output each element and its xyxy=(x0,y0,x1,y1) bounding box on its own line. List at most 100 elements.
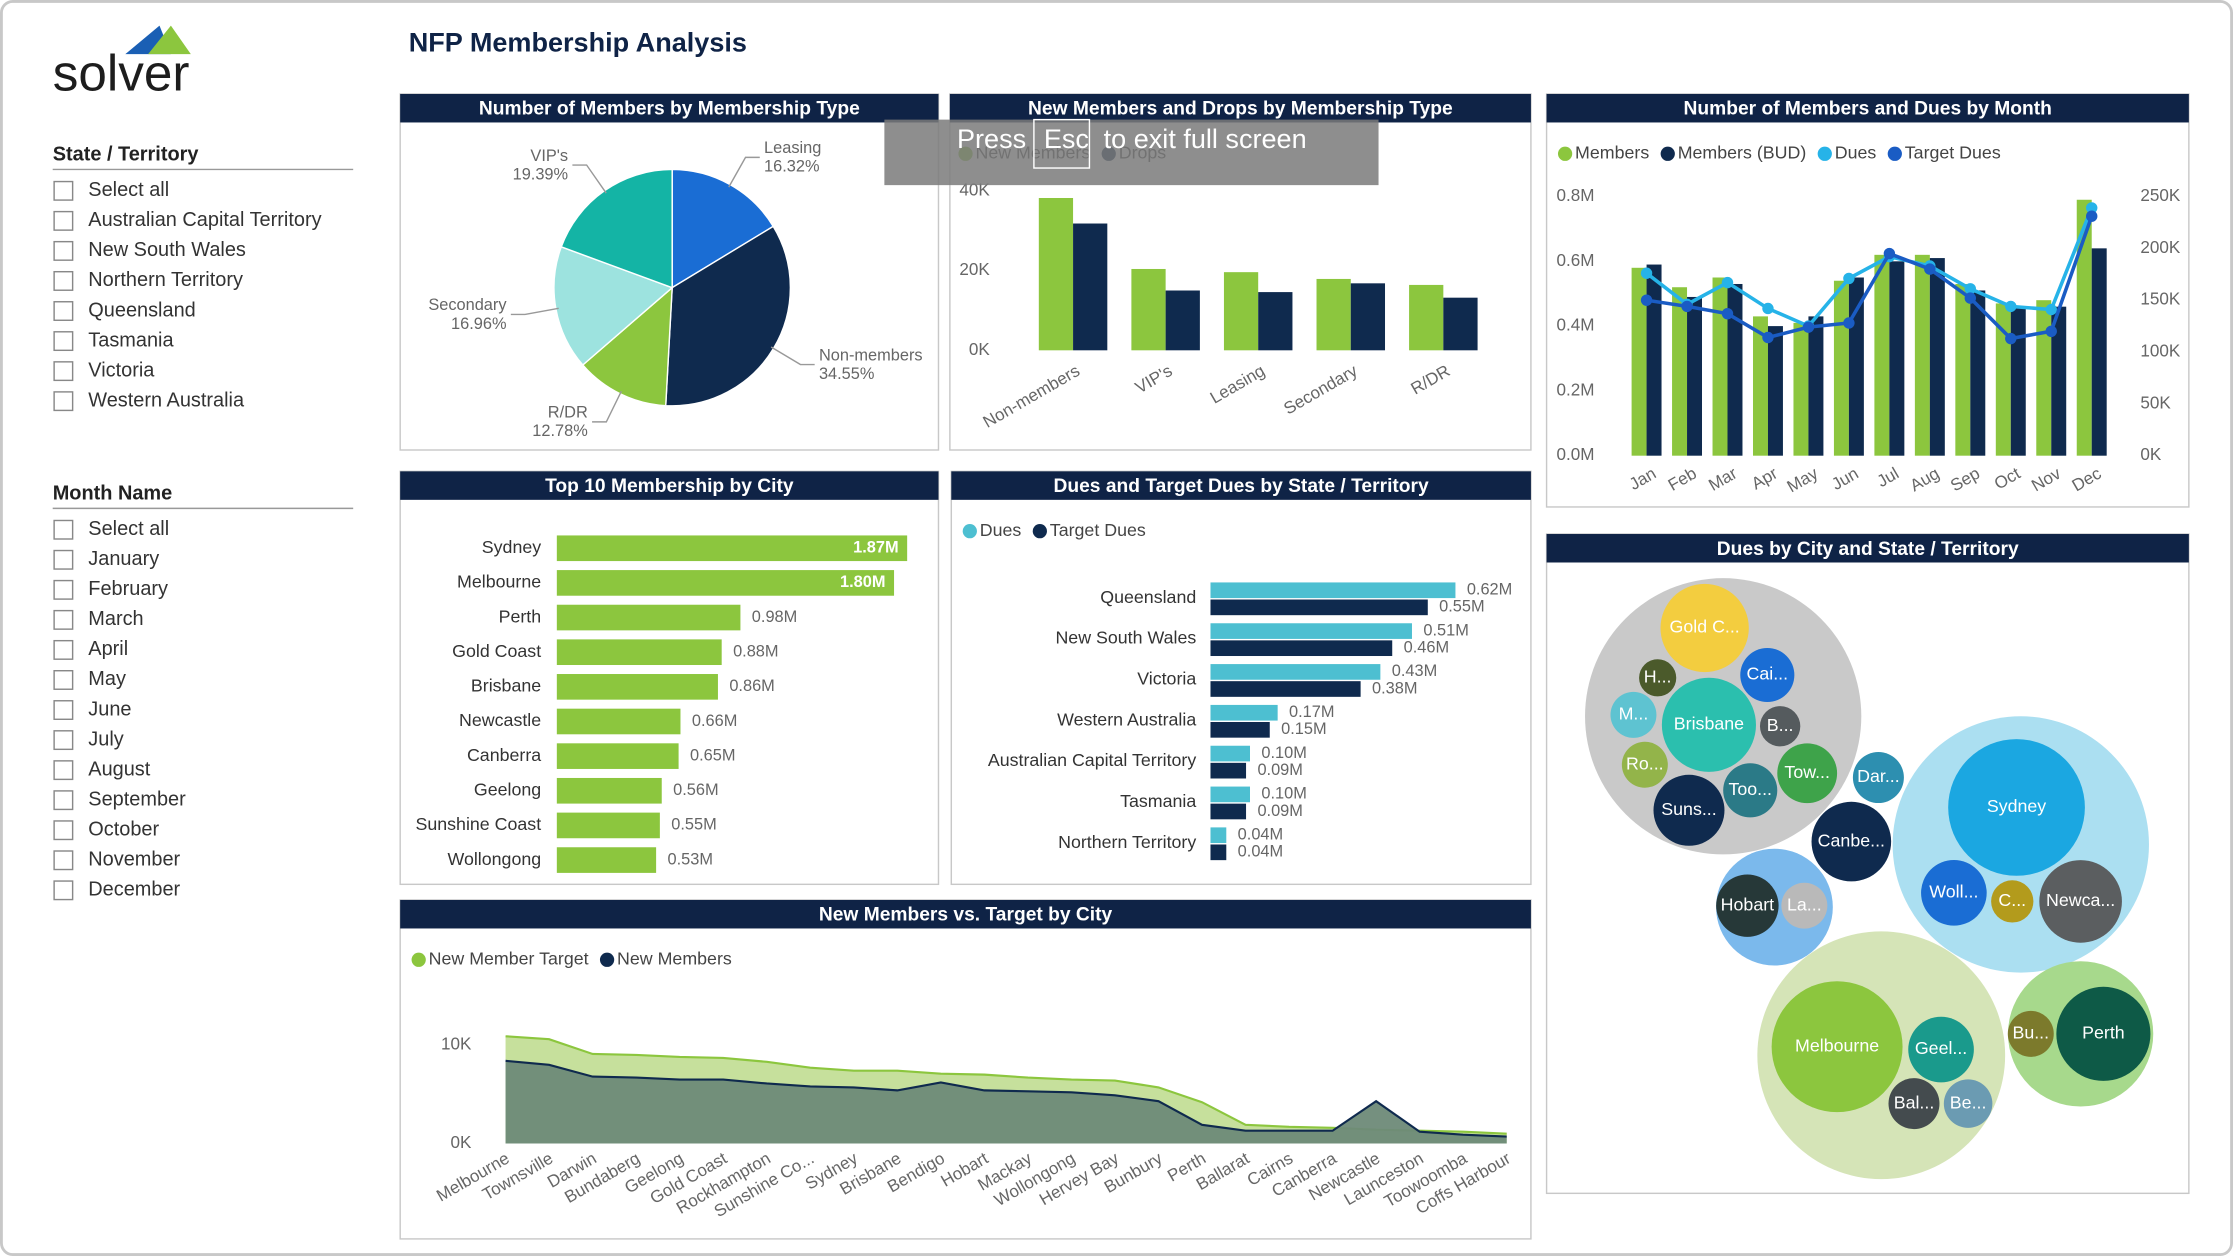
legend-marker xyxy=(1557,146,1573,161)
y-tick-label: Northern Territory xyxy=(1058,832,1196,852)
bar xyxy=(1409,284,1444,351)
slicer-item[interactable]: Australian Capital Territory xyxy=(88,209,321,231)
bubble xyxy=(1943,1079,1993,1128)
bubble-label: Newca... xyxy=(2046,890,2115,910)
slicer-item[interactable]: February xyxy=(88,578,168,600)
slicer-item[interactable]: New South Wales xyxy=(88,239,246,261)
checkbox[interactable] xyxy=(53,700,74,720)
bubble xyxy=(1653,774,1725,846)
legend-label: Dues xyxy=(1835,142,1877,162)
checkbox[interactable] xyxy=(53,361,74,382)
checkbox[interactable] xyxy=(53,519,74,540)
slicer-item[interactable]: July xyxy=(88,728,123,750)
bar xyxy=(1131,268,1166,351)
checkbox[interactable] xyxy=(53,331,74,352)
bar xyxy=(1210,722,1270,738)
slicer-item[interactable]: January xyxy=(88,548,159,570)
slicer-item[interactable]: April xyxy=(88,638,128,660)
bar xyxy=(2010,306,2026,456)
checkbox[interactable] xyxy=(53,820,74,841)
slicer-item[interactable]: November xyxy=(88,849,180,871)
checkbox[interactable] xyxy=(53,850,74,871)
slicer-item[interactable]: May xyxy=(88,668,126,690)
bubble-label: Ro... xyxy=(1626,753,1664,773)
slicer-item[interactable]: October xyxy=(88,818,159,840)
y-tick-label: 0K xyxy=(450,1133,471,1152)
checkbox[interactable] xyxy=(53,670,74,690)
bar xyxy=(1672,287,1688,456)
data-label: 0.04M xyxy=(1238,826,1283,844)
slicer-item[interactable]: Western Australia xyxy=(88,389,245,411)
overlay-text: Press xyxy=(957,124,1026,154)
bar xyxy=(2076,199,2092,456)
data-label: 0.10M xyxy=(1261,744,1306,762)
bar xyxy=(1929,258,1945,456)
key-box xyxy=(1033,118,1091,169)
slicer-item[interactable]: Northern Territory xyxy=(88,269,243,291)
slicer-item[interactable]: June xyxy=(88,698,131,720)
line-marker xyxy=(1762,302,1774,315)
checkbox[interactable] xyxy=(53,790,74,811)
bar xyxy=(1687,296,1703,456)
slicer-item[interactable]: Queensland xyxy=(88,299,195,321)
panel-title: New Members vs. Target by City xyxy=(819,905,1113,926)
checkbox[interactable] xyxy=(53,240,74,261)
slicer-item[interactable]: Tasmania xyxy=(88,329,174,351)
data-label: 0.65M xyxy=(690,746,735,764)
checkbox[interactable] xyxy=(53,391,74,412)
slicer-item[interactable]: Select all xyxy=(88,518,169,540)
line xyxy=(1645,207,2094,329)
legend-label: Target Dues xyxy=(1050,520,1146,540)
checkbox[interactable] xyxy=(53,609,74,630)
line-marker xyxy=(1964,292,1977,304)
bar xyxy=(1210,623,1412,639)
checkbox[interactable] xyxy=(53,639,74,660)
slicer-item[interactable]: Victoria xyxy=(88,359,155,381)
checkbox[interactable] xyxy=(53,180,74,201)
line xyxy=(505,1059,1507,1138)
panel-header xyxy=(1546,534,2189,563)
y-tick-label: 10K xyxy=(441,1035,472,1054)
leader-line xyxy=(510,307,559,316)
line-marker xyxy=(2086,202,2098,214)
line-marker xyxy=(1964,283,1977,295)
bubble xyxy=(1852,752,1904,804)
logo: solver xyxy=(53,44,190,101)
bar xyxy=(1258,292,1293,351)
checkbox[interactable] xyxy=(53,210,74,231)
leader-line xyxy=(592,390,623,423)
bubble xyxy=(1759,706,1801,747)
bubble-label: Canbe... xyxy=(1818,830,1885,850)
checkbox[interactable] xyxy=(53,301,74,321)
checkbox[interactable] xyxy=(53,579,74,600)
line-marker xyxy=(2005,332,2017,345)
slicer-item[interactable]: September xyxy=(88,788,186,810)
checkbox[interactable] xyxy=(53,880,74,901)
checkbox[interactable] xyxy=(53,270,74,291)
bar xyxy=(1955,283,1971,456)
checkbox[interactable] xyxy=(53,549,74,570)
data-label: 0.04M xyxy=(1238,843,1283,861)
slicer-item[interactable]: August xyxy=(88,758,150,780)
slicer-item[interactable]: March xyxy=(88,608,143,630)
slicer-item[interactable]: December xyxy=(88,879,180,901)
checkbox[interactable] xyxy=(53,730,74,751)
slice-value: 16.32% xyxy=(764,158,820,176)
line-marker xyxy=(1843,317,1855,329)
bar xyxy=(1210,827,1227,844)
bar xyxy=(1808,316,1824,456)
panel-header xyxy=(400,899,1531,929)
bar xyxy=(556,674,718,700)
bubble xyxy=(1740,647,1795,703)
legend-marker xyxy=(1887,146,1902,161)
data-label: 0.86M xyxy=(729,677,774,695)
bubble xyxy=(1661,677,1756,772)
bar xyxy=(1350,283,1386,351)
y-tick-label: 0.0M xyxy=(1557,445,1595,464)
y-tick-label: Sunshine Coast xyxy=(416,814,542,834)
data-label: 0.15M xyxy=(1281,720,1326,738)
bar xyxy=(1210,681,1361,697)
bar xyxy=(1073,223,1108,351)
slicer-item[interactable]: Select all xyxy=(88,179,169,201)
checkbox[interactable] xyxy=(53,760,74,781)
